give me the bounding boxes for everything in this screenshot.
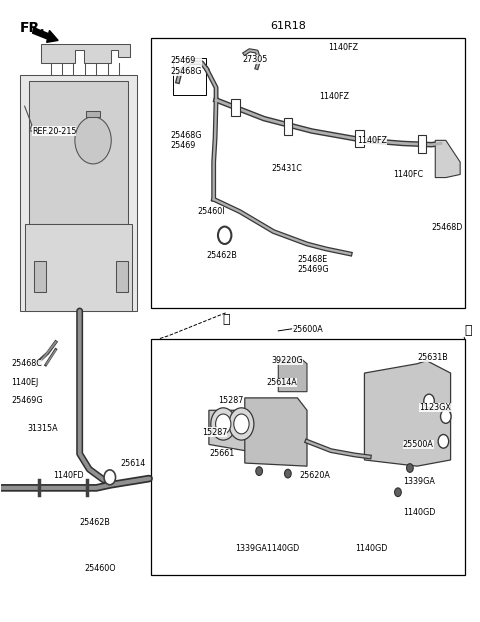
Circle shape bbox=[256, 466, 263, 475]
Text: 25631B: 25631B bbox=[417, 353, 448, 362]
Polygon shape bbox=[20, 75, 137, 311]
Bar bbox=[152, 38, 465, 308]
Circle shape bbox=[438, 435, 449, 448]
Bar bbox=[284, 118, 292, 136]
Text: Ⓐ: Ⓐ bbox=[222, 313, 229, 326]
Text: 25500A: 25500A bbox=[403, 440, 433, 449]
Circle shape bbox=[229, 408, 254, 440]
Text: 1140FZ: 1140FZ bbox=[328, 43, 359, 52]
Text: 1140FD: 1140FD bbox=[53, 471, 84, 480]
Circle shape bbox=[75, 117, 111, 164]
Polygon shape bbox=[245, 398, 307, 466]
Bar bbox=[152, 339, 465, 575]
Text: 25614: 25614 bbox=[120, 458, 145, 468]
Text: 25460O: 25460O bbox=[84, 564, 116, 573]
Circle shape bbox=[395, 488, 401, 496]
Bar bbox=[173, 58, 205, 95]
Bar bbox=[418, 136, 426, 153]
Text: 25661: 25661 bbox=[209, 449, 234, 458]
Circle shape bbox=[234, 414, 249, 434]
Text: 1140FC: 1140FC bbox=[393, 170, 423, 179]
Circle shape bbox=[218, 226, 231, 244]
Circle shape bbox=[216, 414, 231, 434]
Text: 1339GA1140GD: 1339GA1140GD bbox=[235, 544, 300, 552]
Text: 1140FZ: 1140FZ bbox=[319, 93, 349, 101]
Text: 15287: 15287 bbox=[218, 396, 244, 406]
Polygon shape bbox=[435, 141, 460, 177]
Circle shape bbox=[211, 408, 236, 440]
Text: 25468C: 25468C bbox=[11, 360, 42, 368]
Circle shape bbox=[285, 469, 291, 478]
Polygon shape bbox=[41, 44, 130, 63]
Text: FR.: FR. bbox=[20, 21, 46, 35]
Text: REF.20-215: REF.20-215 bbox=[32, 126, 76, 136]
Text: 1140FZ: 1140FZ bbox=[357, 136, 387, 145]
Text: 25468E
25469G: 25468E 25469G bbox=[298, 255, 329, 274]
Text: 25468D: 25468D bbox=[432, 223, 463, 232]
Text: 25431C: 25431C bbox=[271, 164, 302, 173]
Text: 25620A: 25620A bbox=[300, 471, 331, 480]
Polygon shape bbox=[29, 81, 128, 224]
Text: 1123GX: 1123GX bbox=[420, 402, 451, 412]
Polygon shape bbox=[34, 261, 46, 292]
Text: 15287: 15287 bbox=[202, 427, 227, 437]
Polygon shape bbox=[116, 261, 128, 292]
Text: 1339GA: 1339GA bbox=[403, 477, 434, 486]
Text: 25614A: 25614A bbox=[266, 378, 297, 387]
Text: Ⓐ: Ⓐ bbox=[464, 324, 471, 337]
Polygon shape bbox=[24, 224, 132, 311]
Bar bbox=[355, 130, 364, 147]
Text: 25462B: 25462B bbox=[80, 518, 110, 526]
Circle shape bbox=[407, 463, 413, 472]
Circle shape bbox=[441, 410, 451, 424]
Text: 25468G
25469: 25468G 25469 bbox=[170, 131, 202, 150]
Text: 39220G: 39220G bbox=[271, 356, 303, 365]
Text: 61R18: 61R18 bbox=[270, 21, 306, 30]
Text: 25600A: 25600A bbox=[293, 325, 324, 334]
Text: 1140GD: 1140GD bbox=[403, 508, 435, 518]
Text: 27305: 27305 bbox=[242, 55, 268, 64]
Circle shape bbox=[424, 394, 434, 408]
Polygon shape bbox=[278, 358, 307, 392]
Text: 31315A: 31315A bbox=[27, 424, 58, 434]
Text: 25462B: 25462B bbox=[206, 251, 238, 259]
Text: 25469G: 25469G bbox=[11, 396, 43, 406]
Polygon shape bbox=[364, 361, 451, 466]
Circle shape bbox=[104, 470, 116, 485]
Text: 1140EJ: 1140EJ bbox=[11, 378, 38, 387]
Text: 25460I: 25460I bbox=[197, 207, 225, 216]
Text: 1140GD: 1140GD bbox=[355, 544, 387, 552]
Text: 25469
25468G: 25469 25468G bbox=[170, 56, 202, 75]
Bar bbox=[231, 99, 240, 116]
Polygon shape bbox=[209, 404, 266, 450]
FancyArrow shape bbox=[33, 28, 58, 42]
Polygon shape bbox=[86, 111, 100, 117]
